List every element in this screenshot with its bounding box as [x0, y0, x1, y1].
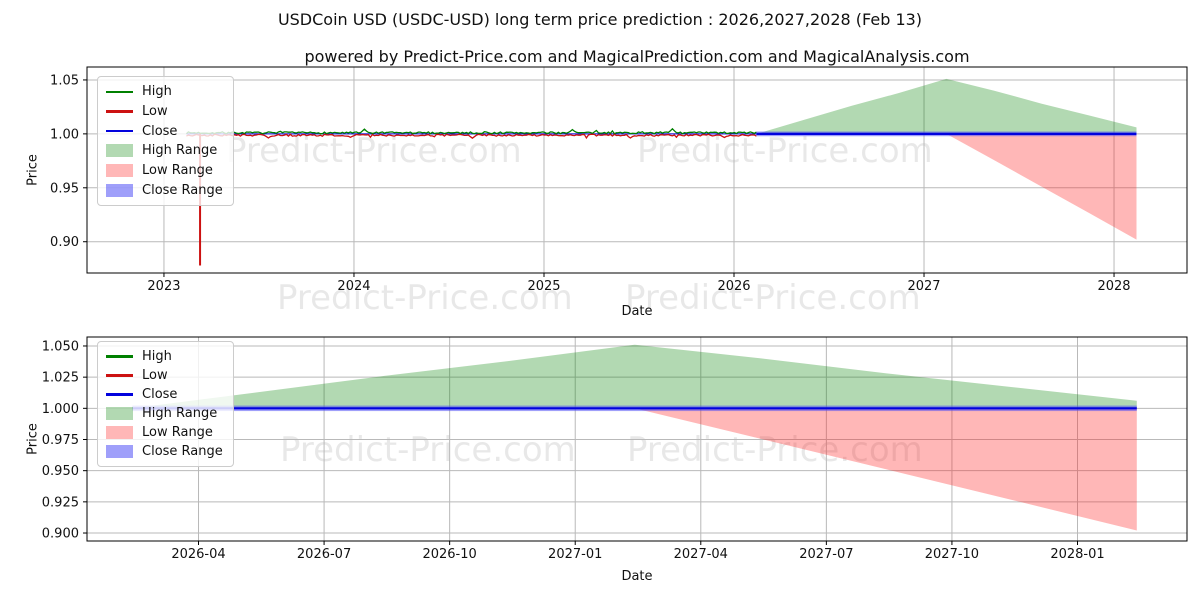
legend-label: Low Range: [142, 425, 213, 440]
y-tick-label: 0.950: [42, 464, 79, 479]
legend-label: Low Range: [142, 163, 213, 179]
y-tick-label: 1.05: [50, 73, 79, 88]
legend-line-swatch: [106, 355, 133, 358]
high-line-historical: [185, 127, 757, 135]
x-tick-label: 2025: [527, 279, 560, 294]
bottom-chart-xaxis-label: Date: [621, 569, 653, 584]
legend-line-swatch: [106, 110, 133, 113]
legend-label: Close Range: [142, 444, 223, 459]
top-chart-yaxis-label: Price: [25, 154, 41, 186]
x-tick-label: 2024: [337, 279, 370, 294]
legend-item: Low Range: [106, 423, 223, 442]
legend-line-swatch: [106, 129, 133, 133]
legend-item: Close Range: [106, 180, 223, 200]
top-chart: 2023 2024 2025 2026 2027 2028 1.05 1.00 0.95 0.90: [50, 66, 1188, 294]
y-tick-label: 1.000: [42, 402, 79, 417]
x-tick-label: 2023: [147, 279, 180, 294]
bottom-chart-legend: High Low Close High Range Low Range Close Ran…: [97, 341, 234, 467]
legend-item: High Range: [106, 141, 223, 161]
top-chart-xaxis-label: Date: [621, 304, 653, 319]
legend-item: Low Range: [106, 161, 223, 181]
legend-patch-swatch: [106, 426, 133, 439]
legend-patch-swatch: [106, 144, 133, 158]
low-range-area: [946, 133, 1137, 240]
y-tick-label: 1.025: [42, 371, 79, 386]
legend-label: High Range: [142, 406, 218, 421]
legend-item: High Range: [106, 404, 223, 423]
bottom-chart: 2026-04 2026-07 2026-10 2027-01 2027-04 2027-…: [42, 336, 1188, 562]
legend-patch-swatch: [106, 164, 133, 178]
x-tick-label: 2026-10: [422, 547, 476, 562]
y-tick-label: 1.00: [50, 127, 79, 142]
y-tick-label: 0.925: [42, 495, 79, 510]
x-tick-label: 2027-10: [925, 547, 979, 562]
legend-item: Close: [106, 385, 223, 404]
legend-patch-swatch: [106, 183, 133, 197]
legend-label: Low: [142, 368, 168, 383]
legend-line-swatch: [106, 393, 133, 396]
x-tick-label: 2028-01: [1050, 547, 1104, 562]
plot-frame: [86, 66, 1188, 274]
high-range-area: [756, 78, 1137, 134]
y-tick-label: 0.975: [42, 433, 79, 448]
x-tick-label: 2027-04: [674, 547, 728, 562]
legend-line-swatch: [106, 90, 133, 94]
legend-item: High: [106, 82, 223, 102]
y-tick-label: 0.90: [50, 235, 79, 250]
bottom-chart-yaxis-label: Price: [25, 423, 41, 455]
top-chart-legend: High Low Close High Range Low Range Close Ran…: [97, 76, 234, 206]
x-tick-label: 2027-07: [799, 547, 853, 562]
watermark-text: Predict-Price.com: [625, 278, 921, 318]
watermark-text: Predict-Price.com: [637, 131, 933, 171]
low-line-historical: [186, 133, 757, 140]
y-tick-label: 0.95: [50, 181, 79, 196]
y-tick-label: 0.900: [42, 527, 79, 542]
legend-label: Low: [142, 104, 168, 119]
legend-label: Close Range: [142, 182, 223, 198]
legend-patch-swatch: [106, 407, 133, 420]
watermark-text: Predict-Price.com: [277, 278, 573, 318]
legend-patch-swatch: [106, 445, 133, 458]
watermark-text: Predict-Price.com: [280, 430, 576, 470]
legend-label: Close: [142, 387, 178, 402]
legend-label: High: [142, 349, 172, 364]
x-tick-label: 2026-04: [171, 547, 225, 562]
x-tick-label: 2027: [907, 279, 940, 294]
legend-label: High Range: [142, 143, 218, 159]
figure-subtitle: powered by Predict-Price.com and Magical…: [304, 47, 970, 66]
legend-item: Close Range: [106, 442, 223, 461]
x-tick-label: 2026: [717, 279, 750, 294]
x-tick-label: 2028: [1097, 279, 1130, 294]
x-tick-label: 2026-07: [297, 547, 351, 562]
x-tick-label: 2027-01: [548, 547, 602, 562]
legend-item: Low: [106, 102, 223, 122]
legend-item: Close: [106, 121, 223, 141]
y-tick-label: 1.050: [42, 339, 79, 354]
legend-line-swatch: [106, 374, 133, 377]
legend-item: High: [106, 347, 223, 366]
watermark-text: Predict-Price.com: [627, 430, 923, 470]
low-range-area: [634, 408, 1137, 531]
legend-label: Close: [142, 123, 178, 139]
legend-label: High: [142, 84, 172, 100]
figure-title: USDCoin USD (USDC-USD) long term price p…: [277, 10, 923, 29]
high-range-area: [132, 344, 1137, 409]
legend-item: Low: [106, 366, 223, 385]
